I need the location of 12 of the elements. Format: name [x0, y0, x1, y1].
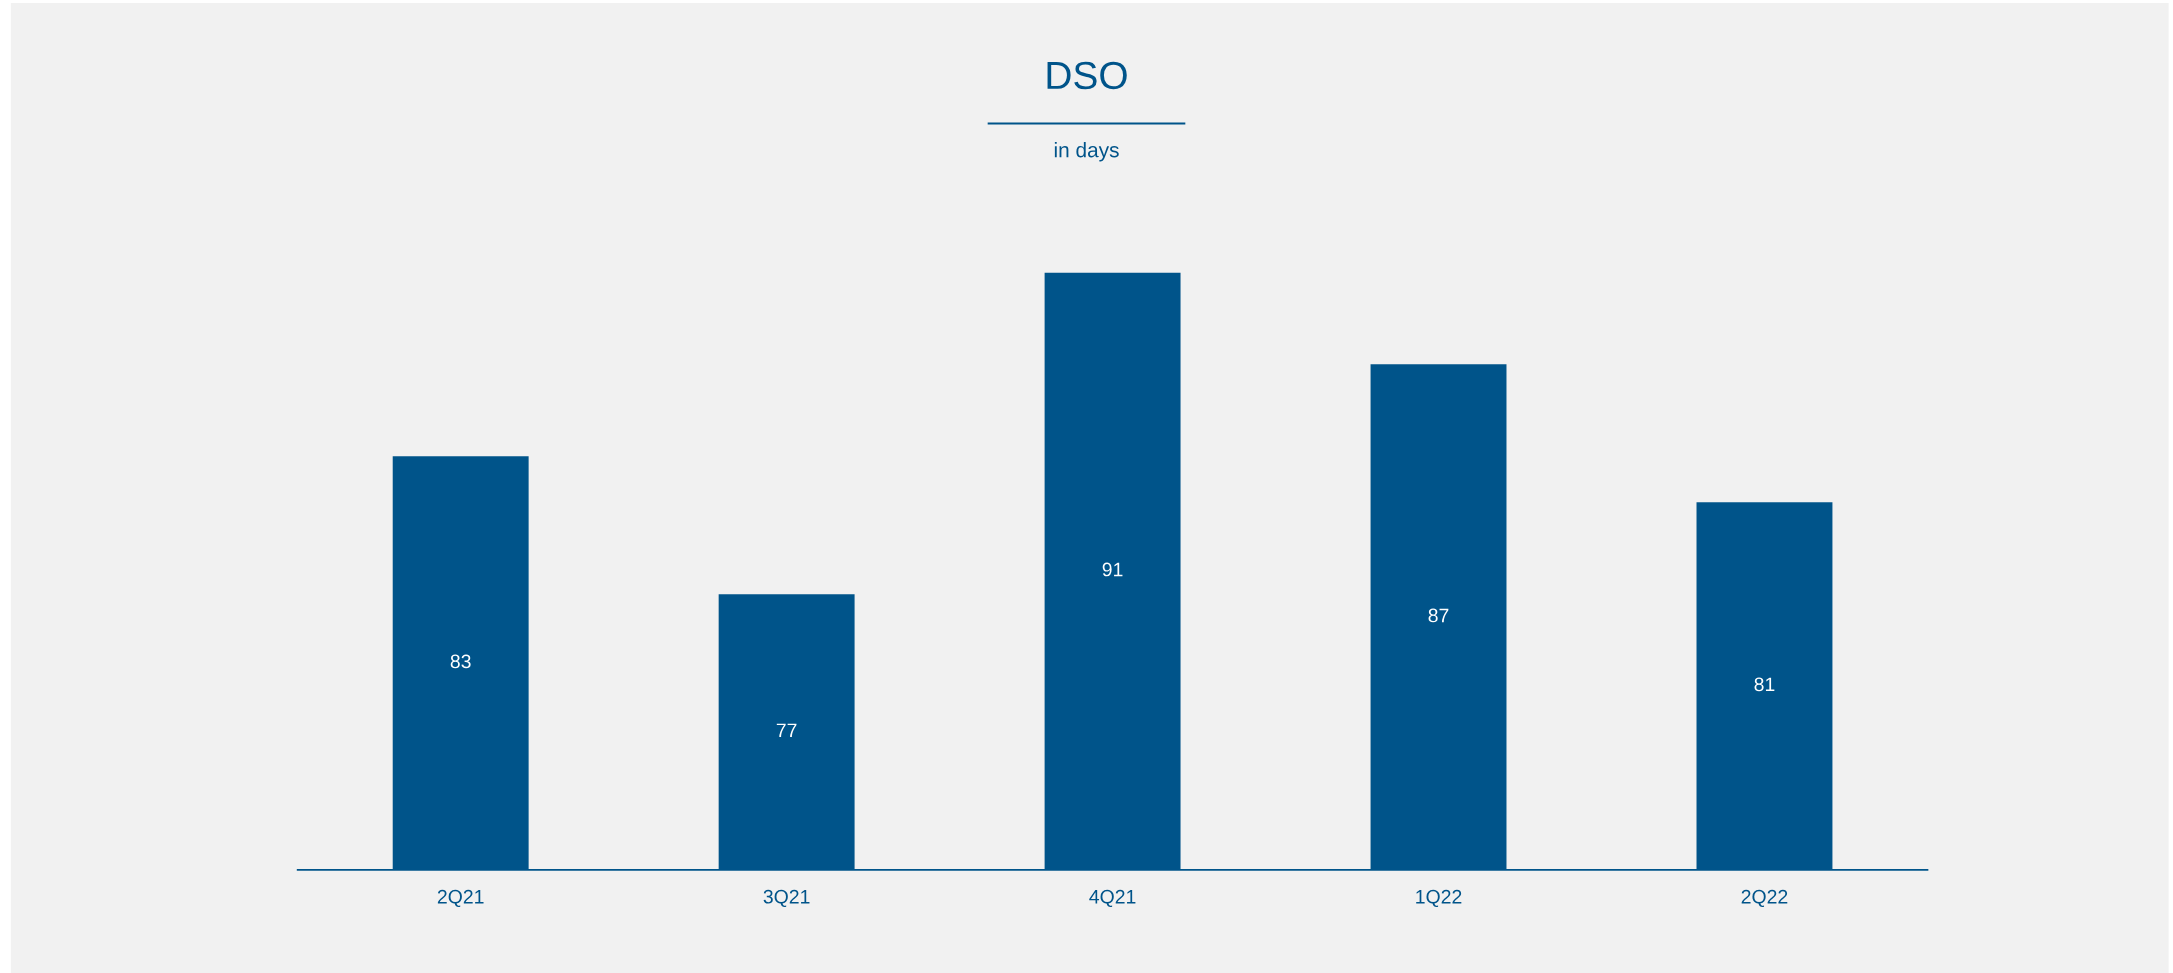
x-tick-label: 2Q22 — [1741, 889, 1788, 908]
data-label: 91 — [1102, 562, 1123, 577]
x-tick-label: 4Q21 — [1089, 889, 1136, 908]
x-tick-label: 2Q21 — [437, 889, 484, 908]
x-tick-label: 3Q21 — [763, 889, 810, 908]
data-label: 83 — [450, 654, 471, 669]
x-tick-label: 1Q22 — [1416, 889, 1462, 908]
data-label: 87 — [1428, 608, 1449, 623]
data-label: 77 — [776, 723, 797, 738]
chart-title: DSO — [1047, 61, 1127, 90]
data-label: 81 — [1754, 677, 1775, 692]
chart-subtitle: in days — [1054, 142, 1119, 162]
